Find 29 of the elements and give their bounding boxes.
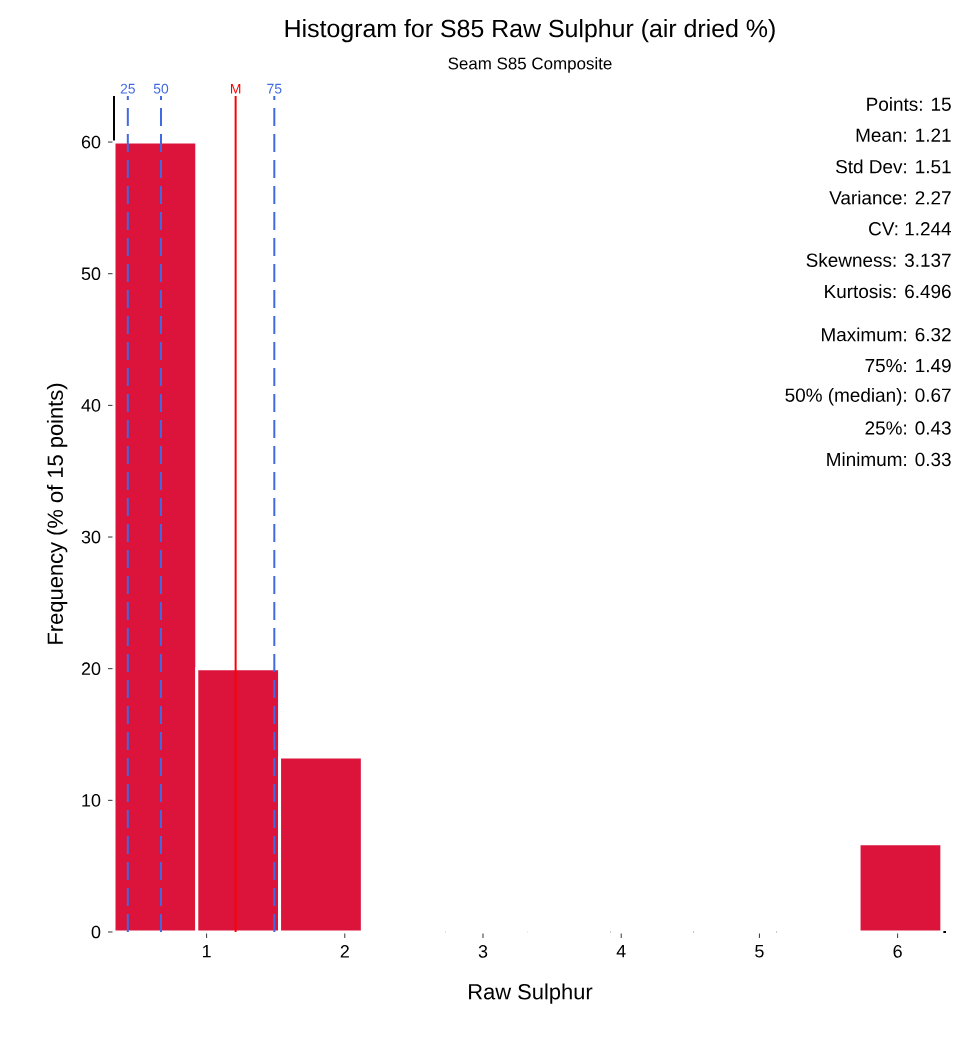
y-axis-title: Frequency (% of 15 points) xyxy=(46,383,68,644)
annotation: 25%: 0.43 xyxy=(865,421,951,435)
annotation: Variance: 2.27 xyxy=(829,190,951,205)
annotation: 75%: 1.49 xyxy=(865,358,951,373)
chart-title: Histogram for S85 Raw Sulphur (air dried %) xyxy=(285,19,775,43)
y-tick-label: 60 xyxy=(81,135,101,149)
x-tick-label: 1 xyxy=(202,945,211,958)
annotation: Std Dev: 1.51 xyxy=(836,159,951,174)
annotation: Minimum: 0.33 xyxy=(827,452,951,467)
chart-subtitle: Seam S85 Composite xyxy=(448,57,612,73)
annotation: CV: 1.244 xyxy=(869,222,952,236)
y-tick-label: 30 xyxy=(81,530,101,544)
y-tick-label: 10 xyxy=(82,793,101,807)
annotation: Mean: 1.21 xyxy=(856,128,951,142)
annotation: Points: 15 xyxy=(867,97,951,111)
x-tick-label: 4 xyxy=(616,945,626,958)
x-tick-label: 2 xyxy=(340,945,349,958)
annotation: Kurtosis: 6.496 xyxy=(825,284,951,299)
annotation: Maximum: 6.32 xyxy=(822,327,951,342)
annotation: 50% (median): 0.67 xyxy=(785,387,951,406)
x-tick-label: 6 xyxy=(893,945,902,958)
x-tick-label: 5 xyxy=(755,945,764,958)
y-tick-label: 40 xyxy=(81,399,101,412)
x-tick-label: 3 xyxy=(478,945,488,958)
annotation: Skewness: 3.137 xyxy=(806,253,951,267)
x-axis-title: Raw Sulphur xyxy=(469,983,593,1004)
y-tick-label: 0 xyxy=(91,925,101,939)
y-tick-label: 20 xyxy=(81,662,101,676)
y-tick-label: 50 xyxy=(81,267,101,281)
